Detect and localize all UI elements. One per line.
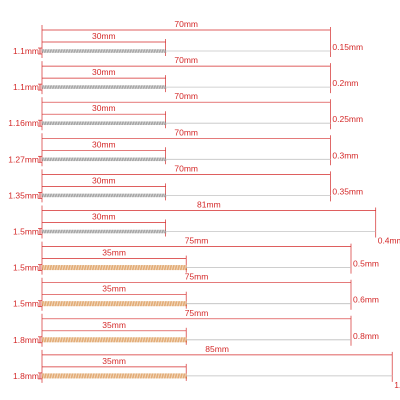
wire-diameter-label: 1.0mm — [394, 380, 400, 390]
total-length-label: 70mm — [174, 127, 198, 137]
coil-diameter-label: 1.16mm — [8, 118, 39, 128]
wire-diameter-label: 0.15mm — [332, 42, 363, 52]
wire-diameter-label: 0.25mm — [332, 114, 363, 124]
coil-diameter-label: 1.1mm — [13, 82, 39, 92]
total-length-label: 70mm — [174, 91, 198, 101]
spring-coil-body — [42, 49, 166, 53]
wire-diameter-label: 0.35mm — [332, 186, 363, 196]
wire-diameter-label: 0.6mm — [353, 295, 379, 305]
total-length-label: 75mm — [185, 272, 209, 282]
total-length-label: 70mm — [174, 163, 198, 173]
spring-row: 70mm 30mm 1.35mm 0.35mm — [8, 163, 363, 203]
wire-diameter-label: 0.5mm — [353, 259, 379, 269]
spring-row: 81mm 30mm 1.5mm 0.4mm — [13, 200, 400, 246]
coil-length-label: 30mm — [92, 139, 116, 149]
spring-row: 70mm 30mm 1.16mm 0.25mm — [8, 91, 363, 131]
coil-length-label: 35mm — [102, 248, 126, 258]
coil-diameter-label: 1.8mm — [13, 335, 39, 345]
coil-diameter-label: 1.5mm — [13, 299, 39, 309]
spring-row: 75mm 35mm 1.5mm 0.5mm — [13, 236, 379, 275]
total-length-label: 70mm — [174, 19, 198, 29]
total-length-label: 70mm — [174, 55, 198, 65]
coil-length-label: 35mm — [102, 356, 126, 366]
spring-coil-windings — [41, 157, 167, 162]
spring-coil-windings — [41, 373, 188, 379]
coil-length-label: 30mm — [92, 67, 116, 77]
coil-diameter-label: 1.5mm — [13, 227, 39, 237]
total-length-label: 85mm — [205, 344, 229, 354]
spring-row: 85mm 35mm 1.8mm 1.0mm — [13, 344, 400, 390]
spring-coil-body — [42, 193, 166, 198]
total-length-label: 75mm — [185, 308, 209, 318]
spring-row: 75mm 35mm 1.8mm 0.8mm — [13, 308, 379, 347]
spring-coil-body — [42, 157, 166, 162]
coil-length-label: 35mm — [102, 320, 126, 330]
spring-coil-windings — [41, 229, 167, 234]
coil-diameter-label: 1.5mm — [13, 263, 39, 273]
wire-diameter-label: 0.8mm — [353, 331, 379, 341]
coil-length-label: 35mm — [102, 284, 126, 294]
spring-row: 70mm 30mm 1.1mm 0.15mm — [13, 19, 363, 58]
wire-diameter-label: 0.4mm — [378, 236, 400, 246]
coil-length-label: 30mm — [92, 212, 116, 222]
coil-diameter-label: 1.35mm — [8, 190, 39, 200]
spring-coil-windings — [41, 337, 188, 343]
spring-coil-body — [42, 121, 166, 125]
wire-diameter-label: 0.2mm — [332, 78, 358, 88]
total-length-label: 81mm — [197, 200, 221, 210]
spring-coil-windings — [41, 49, 167, 53]
spring-coil-windings — [41, 193, 167, 198]
coil-diameter-label: 1.8mm — [13, 371, 39, 381]
spring-row: 75mm 35mm 1.5mm 0.6mm — [13, 272, 379, 311]
wire-diameter-label: 0.3mm — [332, 150, 358, 160]
spring-coil-windings — [41, 301, 188, 307]
spring-row: 70mm 30mm 1.1mm 0.2mm — [13, 55, 358, 95]
coil-length-label: 30mm — [92, 31, 116, 41]
coil-diameter-label: 1.1mm — [13, 46, 39, 56]
spring-coil-windings — [41, 85, 167, 89]
coil-length-label: 30mm — [92, 103, 116, 113]
coil-length-label: 30mm — [92, 175, 116, 185]
spring-row: 70mm 30mm 1.27mm 0.3mm — [8, 127, 358, 167]
total-length-label: 75mm — [185, 236, 209, 246]
spring-coil-body — [42, 229, 166, 234]
spring-coil-windings — [41, 121, 167, 126]
spring-coil-windings — [41, 265, 188, 271]
spring-coil-body — [42, 85, 166, 89]
coil-diameter-label: 1.27mm — [8, 154, 39, 164]
